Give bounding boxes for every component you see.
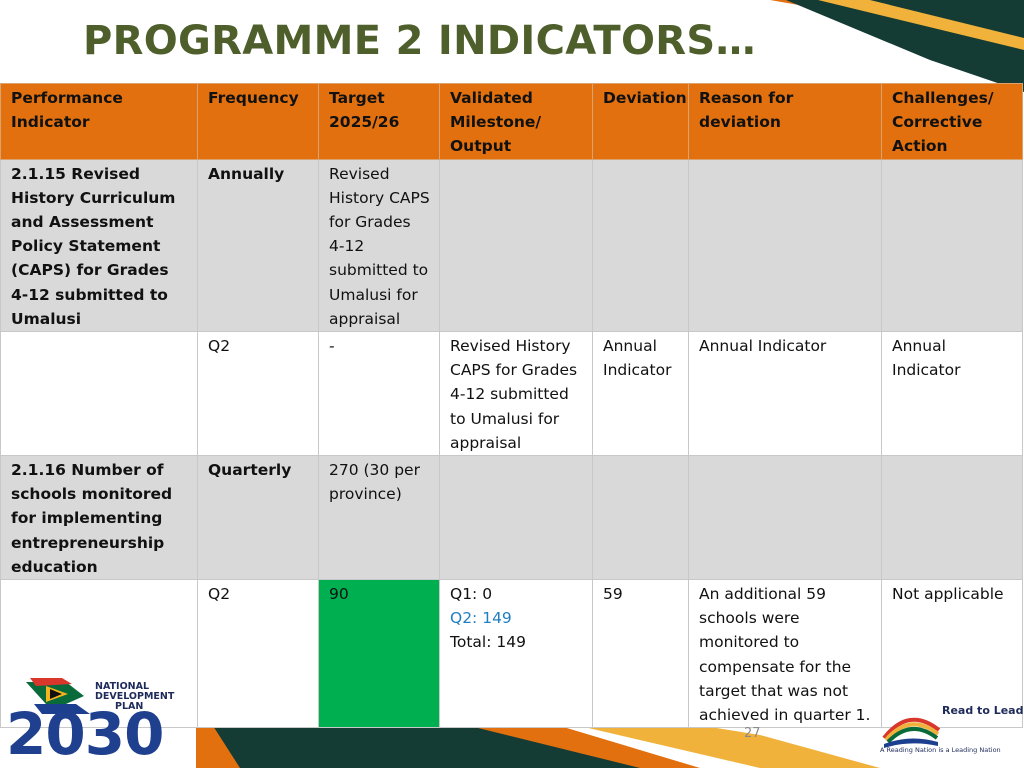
target-cell: Revised History CAPS for Grades 4-12 sub… [318,158,440,333]
frequency-cell: Q2 [197,331,319,457]
table-row: 2.1.15 Revised History Curriculum and As… [0,158,1023,333]
table-row: 2.1.16 Number of schools monitored for i… [0,455,1023,581]
challenges-cell: Not applicable [881,579,1023,729]
target-cell: - [318,331,440,457]
header-reason-for-deviation: Reason for deviation [688,83,882,160]
ndp-line2: DEVELOPMENT [95,691,175,702]
milestone-q2: Q2: 149 [450,609,512,628]
slide-title: PROGRAMME 2 INDICATORS… [83,18,756,64]
reason-cell: Annual Indicator [688,331,882,457]
milestone-cell: Revised History CAPS for Grades 4-12 sub… [439,331,593,457]
milestone-cell [439,455,593,581]
indicator-cell [0,331,198,457]
challenges-cell [881,455,1023,581]
reason-cell [688,158,882,333]
header-challenges: Challenges/ Corrective Action [881,83,1023,160]
target-cell-green: 90 [318,579,440,729]
indicator-cell: 2.1.16 Number of schools monitored for i… [0,455,198,581]
top-teal-stripe [786,0,1024,92]
ndp-year: 2030 [6,700,164,768]
frequency-cell: Q2 [197,579,319,729]
frequency-cell: Annually [197,158,319,333]
header-performance-indicator: Performance Indicator [0,83,198,160]
ndp-line3: PLAN [115,701,144,712]
reason-cell [688,455,882,581]
table-row: Q2 90 Q1: 0 Q2: 149 Total: 149 59 An add… [0,579,1023,729]
table-header-row: Performance Indicator Frequency Target 2… [0,83,1023,160]
indicator-cell [0,579,198,729]
milestone-total: Total: 149 [450,633,526,652]
ndp-line1: NATIONAL [95,681,150,692]
indicator-cell: 2.1.15 Revised History Curriculum and As… [0,158,198,333]
table-row: Q2 - Revised History CAPS for Grades 4-1… [0,331,1023,457]
reason-cell: An additional 59 schools were monitored … [688,579,882,729]
header-validated-milestone: Validated Milestone/ Output [439,83,593,160]
header-frequency: Frequency [197,83,319,160]
deviation-cell: Annual Indicator [592,331,689,457]
read-to-lead-logo [882,717,941,748]
target-cell: 270 (30 per province) [318,455,440,581]
milestone-q1: Q1: 0 [450,585,493,604]
indicators-table: Performance Indicator Frequency Target 2… [0,83,1023,729]
ndp-text-block: NATIONAL DEVELOPMENT PLAN [95,682,174,712]
ndp-2030-logo [26,678,90,714]
page-number: 27 [744,726,761,741]
challenges-cell [881,158,1023,333]
milestone-cell [439,158,593,333]
deviation-cell: 59 [592,579,689,729]
challenges-cell: Annual Indicator [881,331,1023,457]
frequency-cell: Quarterly [197,455,319,581]
milestone-cell: Q1: 0 Q2: 149 Total: 149 [439,579,593,729]
deviation-cell [592,455,689,581]
deviation-cell [592,158,689,333]
header-deviation: Deviation [592,83,689,160]
read-to-lead-tagline: A Reading Nation is a Leading Nation [880,746,1001,754]
top-gold-stripe [818,0,1024,50]
bottom-teal-stripe [208,718,640,768]
header-target: Target 2025/26 [318,83,440,160]
read-to-lead-title: Read to Lead [942,704,1024,717]
